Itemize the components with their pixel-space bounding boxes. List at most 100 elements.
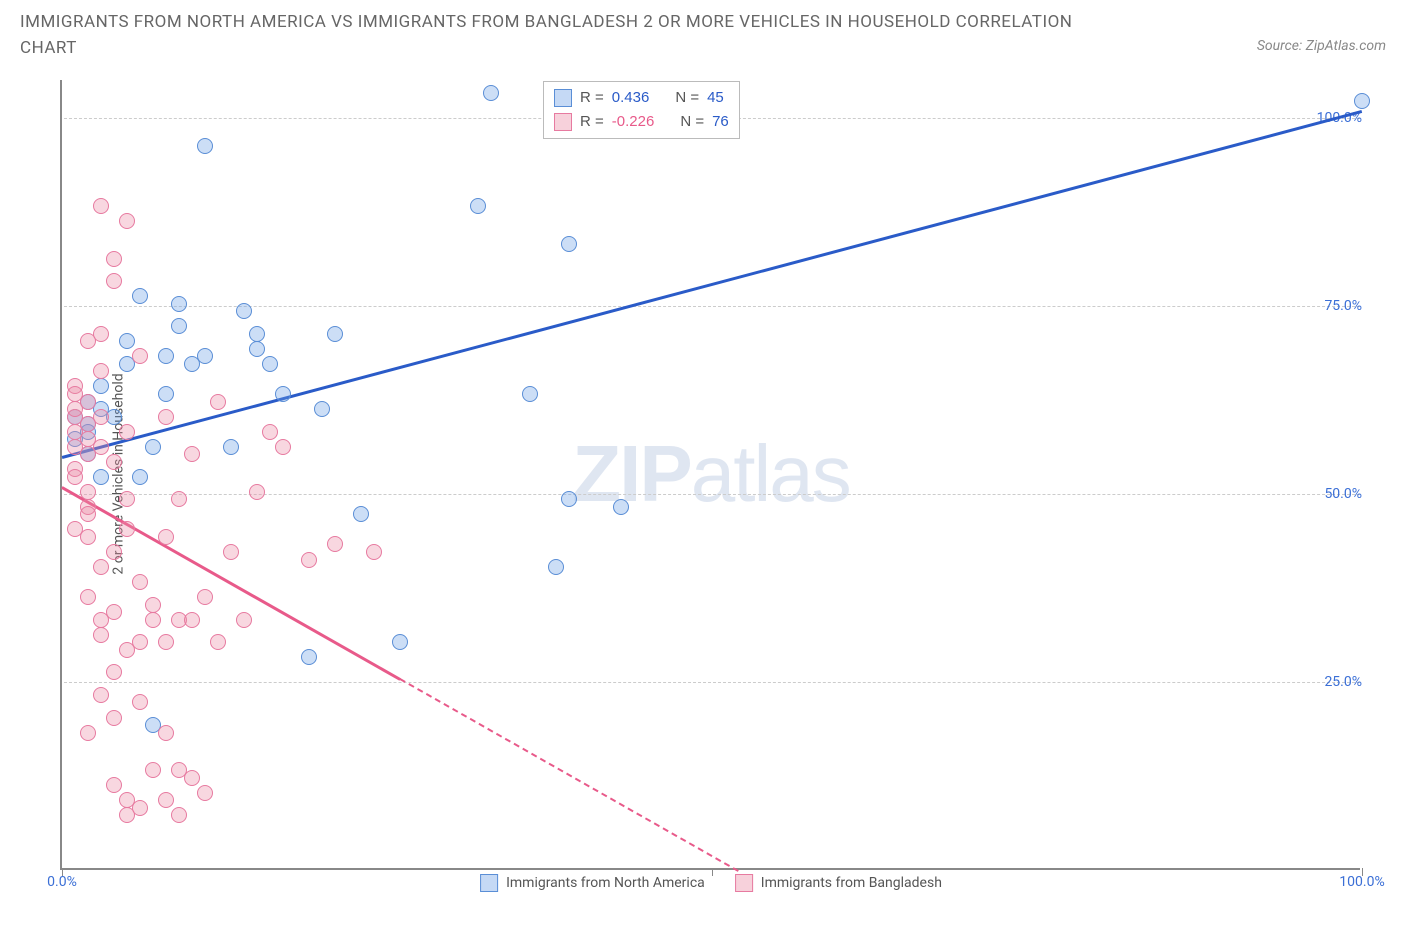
scatter-point [197, 138, 213, 154]
scatter-point [93, 627, 109, 643]
scatter-point [275, 386, 291, 402]
x-tick-label: 0.0% [47, 874, 77, 890]
scatter-point [132, 288, 148, 304]
chart-header: IMMIGRANTS FROM NORTH AMERICA VS IMMIGRA… [0, 0, 1406, 61]
legend-r-value: -0.226 [612, 110, 655, 134]
scatter-point [483, 85, 499, 101]
scatter-point [301, 649, 317, 665]
scatter-point [262, 356, 278, 372]
scatter-point [93, 198, 109, 214]
legend-n-value: 45 [707, 86, 724, 110]
scatter-point [119, 424, 135, 440]
scatter-point [93, 409, 109, 425]
scatter-point [106, 710, 122, 726]
scatter-point [210, 634, 226, 650]
scatter-point [275, 439, 291, 455]
scatter-point [106, 544, 122, 560]
scatter-point [262, 424, 278, 440]
y-tick-label: 75.0% [1324, 298, 1362, 314]
scatter-point [353, 506, 369, 522]
scatter-point [119, 491, 135, 507]
scatter-point [1354, 93, 1370, 109]
scatter-point [67, 469, 83, 485]
scatter-point [561, 236, 577, 252]
scatter-point [327, 536, 343, 552]
chart-container: 2 or more Vehicles in Household ZIPatlas… [60, 80, 1380, 880]
scatter-point [171, 296, 187, 312]
scatter-point [236, 303, 252, 319]
plot-area: 2 or more Vehicles in Household ZIPatlas… [60, 80, 1360, 870]
scatter-point [80, 506, 96, 522]
scatter-point [106, 273, 122, 289]
scatter-point [80, 529, 96, 545]
scatter-point [80, 484, 96, 500]
chart-source: Source: ZipAtlas.com [1257, 38, 1386, 54]
scatter-point [145, 612, 161, 628]
series-legend-item: Immigrants from Bangladesh [735, 874, 942, 892]
scatter-point [197, 589, 213, 605]
scatter-point [158, 725, 174, 741]
legend-swatch [554, 89, 572, 107]
scatter-point [184, 770, 200, 786]
scatter-point [301, 552, 317, 568]
scatter-point [132, 574, 148, 590]
scatter-point [132, 800, 148, 816]
scatter-point [145, 762, 161, 778]
scatter-point [80, 394, 96, 410]
chart-title: IMMIGRANTS FROM NORTH AMERICA VS IMMIGRA… [20, 10, 1120, 61]
scatter-point [249, 341, 265, 357]
scatter-point [314, 401, 330, 417]
y-tick-label: 25.0% [1324, 674, 1362, 690]
series-legend-item: Immigrants from North America [480, 874, 705, 892]
scatter-point [119, 213, 135, 229]
trendline [400, 678, 739, 872]
legend-swatch [735, 874, 753, 892]
scatter-point [93, 363, 109, 379]
scatter-point [158, 386, 174, 402]
legend-swatch [480, 874, 498, 892]
scatter-point [184, 446, 200, 462]
series-legend-label: Immigrants from North America [506, 875, 705, 891]
legend-row: R = -0.226 N = 76 [554, 110, 729, 134]
scatter-point [93, 326, 109, 342]
scatter-point [171, 318, 187, 334]
scatter-point [249, 484, 265, 500]
scatter-point [392, 634, 408, 650]
legend-n-label: N = [675, 86, 699, 110]
scatter-point [93, 469, 109, 485]
scatter-point [132, 694, 148, 710]
scatter-point [522, 386, 538, 402]
scatter-point [470, 198, 486, 214]
legend-n-value: 76 [712, 110, 729, 134]
legend-r-label: R = [580, 110, 604, 134]
legend-row: R = 0.436 N = 45 [554, 86, 729, 110]
scatter-point [236, 612, 252, 628]
scatter-point [106, 777, 122, 793]
correlation-legend: R =0.436N =45R =-0.226N =76 [543, 81, 740, 139]
scatter-point [93, 378, 109, 394]
series-legend-label: Immigrants from Bangladesh [761, 875, 942, 891]
scatter-point [80, 589, 96, 605]
scatter-point [158, 792, 174, 808]
scatter-point [106, 251, 122, 267]
scatter-point [184, 612, 200, 628]
scatter-point [158, 348, 174, 364]
x-tick-label: 100.0% [1339, 874, 1384, 890]
scatter-point [106, 604, 122, 620]
scatter-point [80, 725, 96, 741]
scatter-point [132, 469, 148, 485]
scatter-point [93, 559, 109, 575]
scatter-point [158, 409, 174, 425]
scatter-point [223, 439, 239, 455]
gridline [64, 306, 1360, 307]
legend-r-value: 0.436 [612, 86, 650, 110]
watermark-suffix: atlas [691, 429, 850, 518]
legend-n-label: N = [680, 110, 704, 134]
scatter-point [613, 499, 629, 515]
trendline [61, 486, 400, 680]
scatter-point [145, 597, 161, 613]
scatter-point [106, 664, 122, 680]
scatter-point [197, 348, 213, 364]
legend-r-label: R = [580, 86, 604, 110]
scatter-point [119, 521, 135, 537]
